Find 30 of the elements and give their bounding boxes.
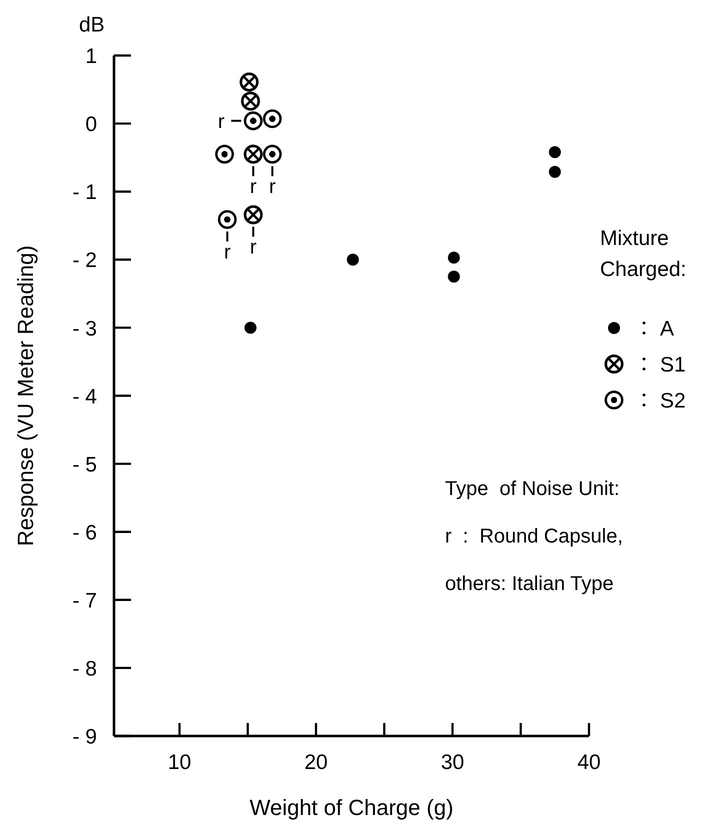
annotation: r bbox=[250, 236, 257, 259]
annotation: Type of Noise Unit: bbox=[445, 478, 620, 500]
y-tick-label: - 9 bbox=[72, 726, 97, 749]
y-tick-label: - 3 bbox=[72, 317, 97, 340]
annotation: r bbox=[218, 110, 225, 133]
annotation: r bbox=[268, 176, 276, 198]
x-tick-label: 40 bbox=[577, 751, 601, 774]
y-tick-label: - 6 bbox=[72, 521, 97, 544]
y-tick-label: - 8 bbox=[72, 658, 97, 681]
text: dB bbox=[79, 14, 105, 36]
legend-label: S1 bbox=[660, 353, 686, 376]
annotation: others: Italian Type bbox=[445, 573, 614, 595]
x-tick-label: 10 bbox=[168, 751, 192, 774]
x-tick-label: 30 bbox=[440, 751, 464, 774]
legend-title: Mixture Charged: bbox=[600, 227, 686, 281]
y-tick-label: - 7 bbox=[72, 589, 97, 612]
x-tick-label: 20 bbox=[304, 751, 328, 774]
y-tick-label: - 4 bbox=[72, 385, 98, 408]
y-tick-label: - 1 bbox=[72, 181, 97, 204]
annotation: r bbox=[250, 176, 257, 198]
legend-label: S2 bbox=[660, 389, 686, 412]
y-axis-title: Response (VU Meter Reading) bbox=[13, 245, 38, 546]
y-tick-label: - 2 bbox=[72, 249, 97, 272]
legend-label: A bbox=[660, 317, 674, 340]
annotation: r bbox=[224, 242, 231, 264]
annotation: r : Round Capsule, bbox=[445, 526, 623, 548]
y-tick-label: - 5 bbox=[72, 453, 97, 476]
y-tick-label: 1 bbox=[85, 45, 97, 68]
x-axis-title: Weight of Charge (g) bbox=[250, 795, 454, 820]
y-tick-label: 0 bbox=[85, 113, 97, 136]
